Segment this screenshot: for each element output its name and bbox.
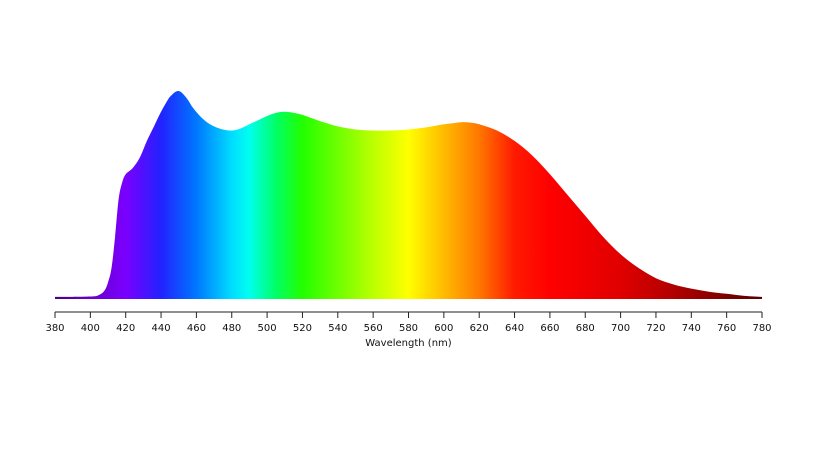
x-tick-label: 480: [222, 323, 241, 334]
x-tick-label: 420: [116, 323, 135, 334]
x-tick-label: 640: [505, 323, 524, 334]
x-tick-label: 760: [717, 323, 736, 334]
x-axis: 380 400 420 440 460 480 500 520 540 560 580 600 620 6…: [45, 311, 772, 349]
x-tick-label: 720: [646, 323, 665, 334]
x-tick-label: 580: [399, 323, 418, 334]
x-tick-label: 660: [540, 323, 559, 334]
x-tick-label: 520: [293, 323, 312, 334]
x-tick-label: 700: [611, 323, 630, 334]
x-tick-label: 740: [682, 323, 701, 334]
x-ticks: 380 400 420 440 460 480 500 520 540 560 580 600 620 6…: [45, 312, 772, 334]
x-tick-label: 600: [434, 323, 453, 334]
spectrum-area-series: [55, 90, 762, 300]
x-tick-label: 620: [470, 323, 489, 334]
x-tick-label: 400: [81, 323, 100, 334]
x-tick-label: 380: [45, 323, 64, 334]
plot-area: [55, 90, 762, 300]
x-tick-label: 500: [258, 323, 277, 334]
x-tick-label: 780: [752, 323, 771, 334]
x-tick-label: 540: [328, 323, 347, 334]
x-tick-label: 680: [576, 323, 595, 334]
x-axis-title: Wavelength (nm): [365, 338, 451, 349]
x-tick-label: 560: [364, 323, 383, 334]
x-tick-label: 440: [152, 323, 171, 334]
x-tick-label: 460: [187, 323, 206, 334]
